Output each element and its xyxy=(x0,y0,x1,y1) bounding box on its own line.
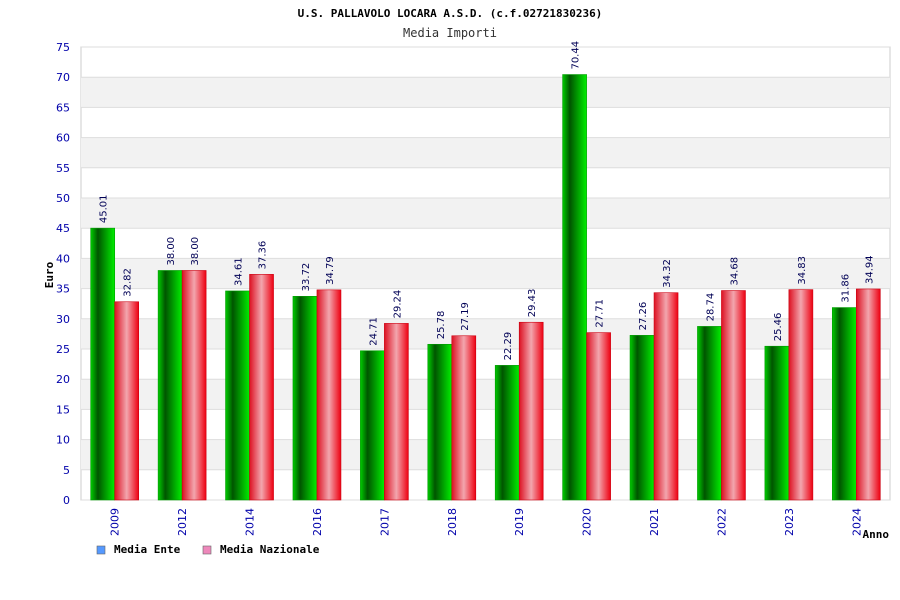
value-label: 34.32 xyxy=(662,259,673,288)
value-label: 27.26 xyxy=(638,302,649,331)
value-label: 38.00 xyxy=(190,237,201,266)
chart-subtitle: Media Importi xyxy=(403,26,497,40)
y-tick-label: 30 xyxy=(56,313,70,326)
value-labels: 45.01 32.82 38.00 38.00 34.61 37.36 33.72 34.79… xyxy=(99,41,876,360)
value-label: 34.94 xyxy=(864,255,875,284)
value-label: 31.86 xyxy=(840,274,851,303)
bar-media-ente xyxy=(360,350,385,501)
value-label: 25.78 xyxy=(436,311,447,340)
bar-media-ente xyxy=(157,270,183,501)
bar-media-nazionale xyxy=(451,335,477,501)
value-label: 45.01 xyxy=(99,194,110,223)
value-label: 34.83 xyxy=(797,256,808,285)
grid-band xyxy=(81,137,890,168)
y-tick-label: 75 xyxy=(56,41,70,54)
bars xyxy=(90,74,881,501)
bar-media-ente xyxy=(697,326,722,501)
bar-media-ente xyxy=(831,307,857,501)
value-label: 32.82 xyxy=(123,268,134,297)
x-tick-label: 2022 xyxy=(715,508,728,536)
x-tick-label: 2012 xyxy=(176,508,189,536)
value-label: 25.46 xyxy=(773,313,784,342)
value-label: 33.72 xyxy=(301,263,312,292)
bar-media-nazionale xyxy=(788,289,814,501)
y-tick-label: 20 xyxy=(56,373,70,386)
grid-band xyxy=(81,379,890,410)
bar-media-ente xyxy=(292,296,318,501)
bar-media-nazionale xyxy=(114,301,140,501)
value-label: 22.29 xyxy=(503,332,514,361)
value-label: 27.19 xyxy=(460,302,471,331)
bar-media-nazionale xyxy=(181,270,207,501)
y-tick-label: 60 xyxy=(56,132,70,145)
y-axis-title: Euro xyxy=(43,261,56,288)
y-tick-label: 70 xyxy=(56,71,70,84)
bar-media-nazionale xyxy=(653,292,679,501)
grid-band xyxy=(81,77,890,108)
value-label: 28.74 xyxy=(705,293,716,322)
x-tick-label: 2016 xyxy=(311,508,324,536)
gridlines xyxy=(81,46,890,501)
x-tick-label: 2023 xyxy=(783,508,796,536)
x-tick-label: 2017 xyxy=(378,508,391,536)
y-tick-label: 15 xyxy=(56,403,70,416)
chart-title: U.S. PALLAVOLO LOCARA A.S.D. (c.f.027218… xyxy=(298,7,603,20)
legend-swatch xyxy=(202,545,212,555)
bar-media-nazionale xyxy=(249,274,274,501)
grid-band xyxy=(81,439,890,470)
x-tick-label: 2019 xyxy=(513,508,526,536)
bar-media-ente xyxy=(764,345,790,501)
y-tick-label: 0 xyxy=(63,494,70,507)
bar-media-ente xyxy=(629,335,655,501)
value-label: 34.61 xyxy=(234,257,245,286)
value-label: 29.24 xyxy=(392,290,403,319)
legend-swatch xyxy=(96,545,106,555)
bar-media-ente xyxy=(225,290,250,501)
y-tick-label: 5 xyxy=(63,464,70,477)
y-tick-label: 40 xyxy=(56,252,70,265)
bar-media-nazionale xyxy=(586,332,611,501)
value-label: 38.00 xyxy=(166,237,177,266)
y-tick-label: 35 xyxy=(56,283,70,296)
y-tick-label: 55 xyxy=(56,162,70,175)
bar-media-nazionale xyxy=(384,323,409,501)
bar-media-nazionale xyxy=(518,321,544,501)
y-tick-label: 25 xyxy=(56,343,70,356)
bar-media-ente xyxy=(562,74,587,501)
grid-band xyxy=(81,198,890,229)
value-label: 24.71 xyxy=(368,317,379,346)
bar-media-nazionale xyxy=(855,288,881,501)
x-tick-label: 2021 xyxy=(648,508,661,536)
legend-label: Media Ente xyxy=(114,543,181,556)
x-tick-label: 2014 xyxy=(244,508,257,536)
grid-band xyxy=(81,258,890,289)
y-tick-label: 65 xyxy=(56,101,70,114)
bar-media-ente xyxy=(494,365,520,501)
plot-background xyxy=(80,46,891,501)
bar-media-ente xyxy=(90,227,116,501)
y-tick-label: 50 xyxy=(56,192,70,205)
legend-label: Media Nazionale xyxy=(220,543,320,556)
y-axis-ticks: 0 5 10 15 20 25 30 35 40 45 50 55 60 65 70 75 xyxy=(56,41,70,507)
value-label: 27.71 xyxy=(595,299,606,328)
value-label: 34.68 xyxy=(729,257,740,286)
bar-media-ente xyxy=(427,343,453,501)
grid-band xyxy=(81,318,890,349)
x-axis-ticks: 2009 2012 2014 2016 2017 2018 2019 2020 2021 2022… xyxy=(109,508,864,536)
x-tick-label: 2020 xyxy=(581,508,594,536)
legend: Media Ente Media Nazionale xyxy=(96,543,320,556)
value-label: 37.36 xyxy=(258,241,269,270)
bar-media-nazionale xyxy=(721,290,746,501)
value-label: 29.43 xyxy=(527,289,538,318)
x-tick-label: 2024 xyxy=(850,508,863,536)
x-tick-label: 2009 xyxy=(109,508,122,536)
value-label: 34.79 xyxy=(325,256,336,285)
x-axis-title: Anno xyxy=(863,528,890,541)
y-tick-label: 45 xyxy=(56,222,70,235)
bar-media-nazionale xyxy=(316,289,342,501)
x-tick-label: 2018 xyxy=(446,508,459,536)
value-label: 70.44 xyxy=(571,41,582,70)
y-tick-label: 10 xyxy=(56,434,70,447)
